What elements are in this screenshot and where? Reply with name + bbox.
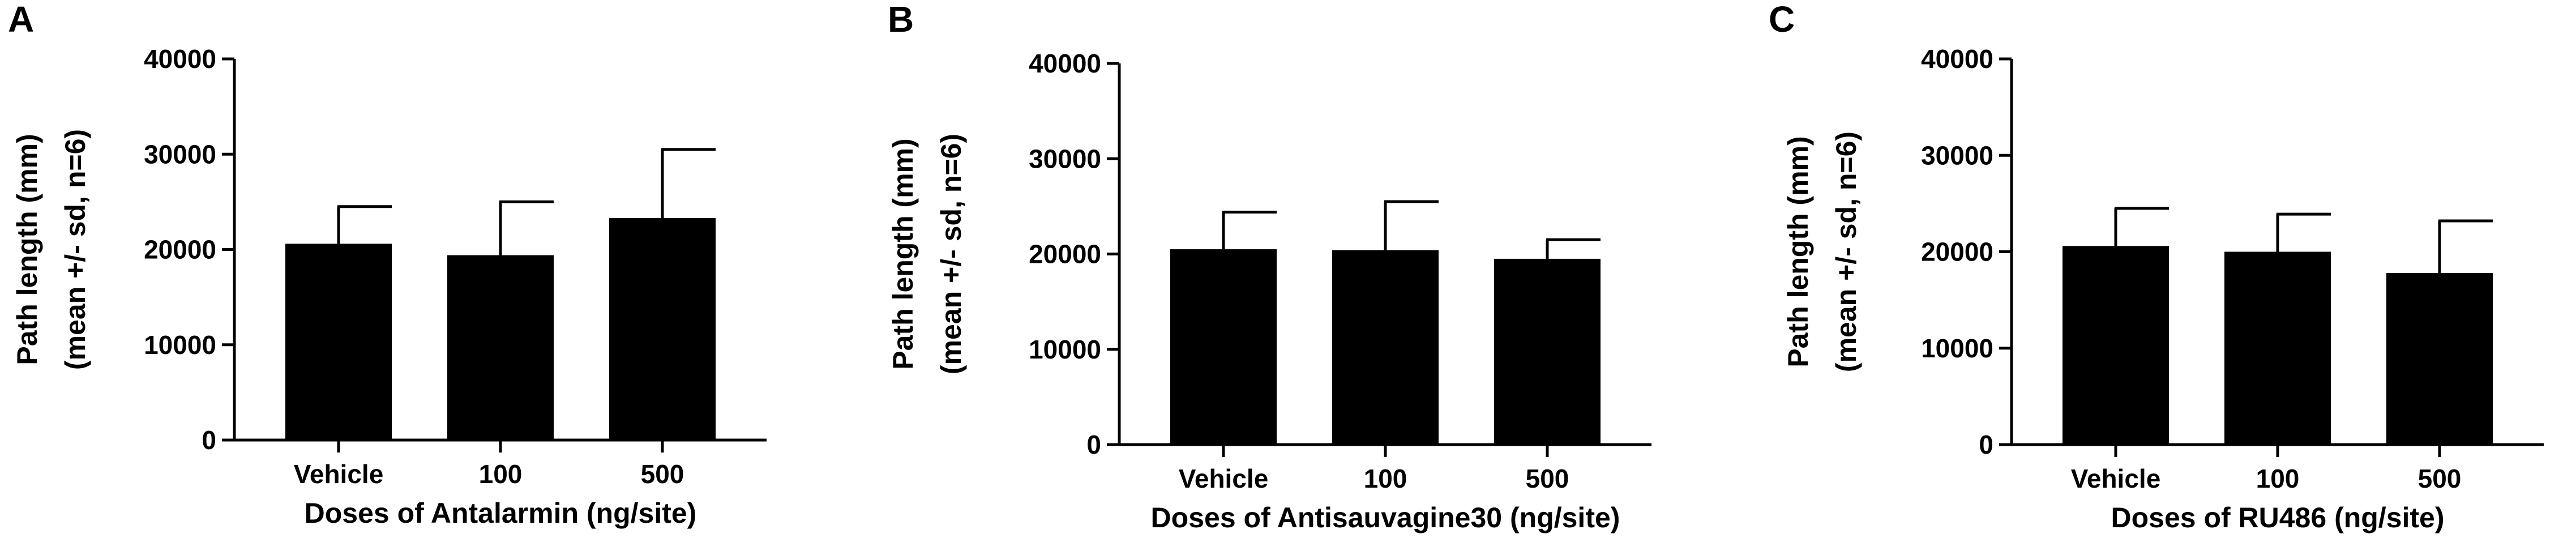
y-tick-label: 0 (202, 425, 216, 455)
x-tick-label: 500 (1526, 464, 1569, 493)
panel-c: C 0 10000 20000 30000 40000 Vehicle 100 500 Doses… (1769, 0, 2544, 534)
y-axis-title-line1: Path length (mm) (11, 134, 43, 365)
x-tick-label: Vehicle (1179, 464, 1269, 493)
y-tick-label: 40000 (1921, 44, 1993, 74)
y-tick-label: 20000 (1029, 240, 1101, 269)
x-axis-title: Doses of RU486 (ng/site) (2111, 502, 2444, 534)
y-tick-label: 20000 (1921, 237, 1993, 267)
x-tick-label: 100 (479, 459, 523, 489)
bar (285, 244, 392, 440)
bar (1494, 258, 1601, 445)
y-tick-label: 40000 (144, 44, 216, 74)
y-tick-label: 10000 (1029, 335, 1101, 364)
x-tick-label: 500 (2418, 464, 2462, 493)
y-tick-label: 10000 (144, 330, 216, 360)
panel-b: B 0 10000 20000 30000 40000 Vehicle 100 500 Doses… (887, 0, 1651, 534)
y-tick-label: 30000 (144, 139, 216, 169)
panel-a: A 0 10000 20000 30000 40000 Vehicle 100 500 Doses… (8, 0, 767, 529)
bar (2062, 246, 2169, 445)
y-axis-title-line2: (mean +/- sd, n=6) (59, 129, 91, 370)
x-axis-title: Doses of Antisauvagine30 (ng/site) (1151, 502, 1620, 534)
y-tick-label: 40000 (1029, 49, 1101, 78)
y-tick-label: 30000 (1029, 144, 1101, 173)
y-tick-label: 0 (1979, 430, 1993, 459)
y-axis-title-line1: Path length (mm) (1782, 136, 1814, 367)
y-tick-label: 30000 (1921, 140, 1993, 170)
y-tick-label: 20000 (144, 235, 216, 264)
y-axis-title-line2: (mean +/- sd, n=6) (935, 134, 967, 374)
x-tick-label: Vehicle (2071, 464, 2161, 493)
bar (609, 217, 716, 440)
y-axis-title-line1: Path length (mm) (887, 138, 919, 369)
bar (1170, 249, 1277, 445)
y-tick-label: 0 (1086, 430, 1101, 459)
panel-letter: B (888, 0, 914, 40)
bar (2224, 251, 2331, 445)
x-axis-title: Doses of Antalarmin (ng/site) (305, 497, 697, 529)
bar (1332, 250, 1439, 445)
x-tick-label: 500 (641, 459, 684, 489)
y-tick-label: 10000 (1921, 334, 1993, 363)
panel-letter: C (1769, 0, 1795, 40)
x-tick-label: Vehicle (294, 459, 384, 489)
bar (447, 255, 554, 440)
bar (2386, 272, 2493, 445)
x-tick-label: 100 (1364, 464, 1407, 493)
y-axis-title-line2: (mean +/- sd, n=6) (1830, 131, 1862, 372)
panel-letter: A (8, 0, 34, 40)
x-tick-label: 100 (2256, 464, 2300, 493)
